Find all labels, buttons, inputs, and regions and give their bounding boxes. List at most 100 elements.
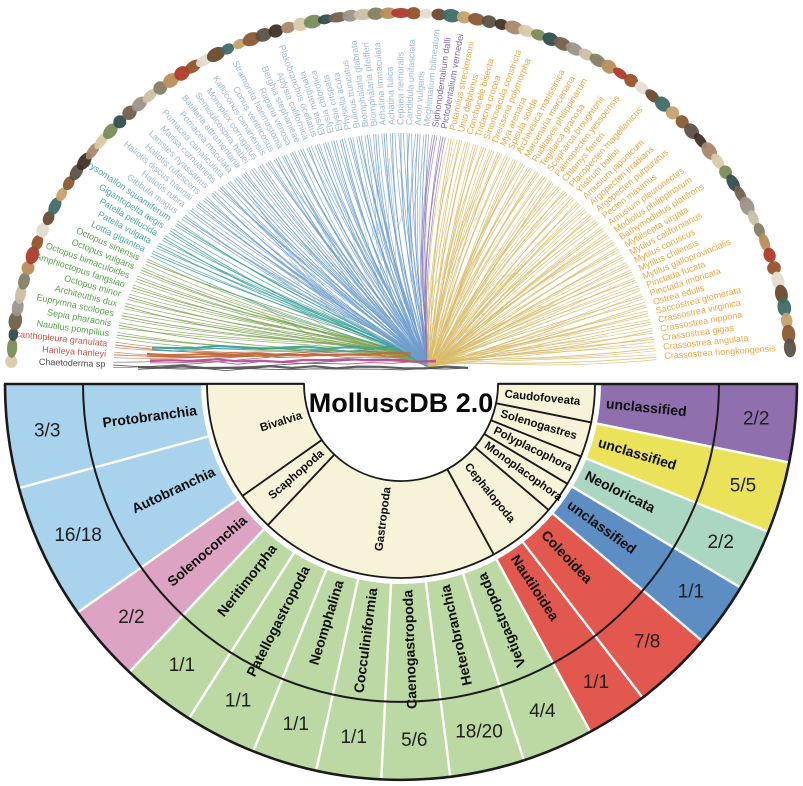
tree-branch: [427, 312, 649, 368]
tree-branch: [427, 173, 540, 368]
specimen-photo: [21, 261, 35, 275]
fan-segment-unclassified: [597, 384, 797, 463]
tree-branch: [314, 145, 429, 368]
root-band: [146, 354, 412, 358]
tree-branch: [150, 255, 429, 368]
specimen-photo: [613, 67, 628, 80]
fan-count-label: 1/1: [583, 672, 609, 693]
fan-class-caudofoveata: [495, 383, 596, 424]
specimen-photo: [518, 25, 535, 37]
fan-separator: [251, 567, 329, 753]
fan-count-label: 1/1: [678, 581, 704, 602]
fan-segment-cocculiniformia: [316, 579, 391, 780]
specimen-photo: [777, 298, 792, 317]
fan-count-label: 7/8: [634, 632, 660, 653]
tree-branch: [427, 356, 657, 368]
fan-segment-neomphalina: [253, 569, 359, 771]
fan-segment-autobranchia: [18, 436, 238, 613]
tree-branch-filler: [360, 157, 379, 240]
species-label: Achatina fulica: [385, 66, 397, 125]
specimen-photo: [268, 24, 284, 38]
tree-branch: [206, 196, 429, 368]
specimen-photo: [531, 29, 546, 41]
tree-branch: [245, 171, 429, 368]
fan-separator: [380, 581, 393, 781]
specimen-photo: [767, 261, 781, 275]
fan-separator: [494, 557, 592, 734]
species-label: Arion vulgaris: [413, 70, 427, 126]
specimen-photo: [391, 8, 411, 18]
fan-segment-unclassified: [586, 423, 790, 532]
tree-branch-filler: [278, 257, 300, 284]
fan-count-label: 5/5: [730, 475, 756, 496]
tree-branch-filler: [242, 298, 328, 335]
fan-segment-heterobranchia: [425, 574, 524, 777]
specimen-photo: [153, 81, 168, 95]
specimen-photo: [654, 96, 671, 112]
specimen-photo: [747, 210, 759, 226]
tree-branch: [141, 269, 429, 368]
specimen-photo: [221, 43, 235, 55]
fan-separator: [424, 580, 452, 779]
fan-segment-unclassified: [553, 486, 741, 642]
tree-branch: [424, 136, 444, 368]
fan-separator: [187, 550, 297, 720]
root-band: [137, 364, 469, 370]
fan-segment-caenogastropoda: [381, 582, 451, 780]
specimen-photo: [367, 7, 384, 20]
specimen-photo: [406, 7, 421, 20]
tree-branch: [119, 324, 429, 368]
tree-branch-filler: [494, 305, 565, 339]
fan-separator: [594, 422, 791, 464]
tree-branch: [427, 350, 656, 368]
specimen-photo: [759, 233, 771, 252]
tree-branch: [147, 258, 429, 368]
fan-separator: [461, 571, 526, 762]
tree-root-trunk: [137, 344, 469, 372]
specimen-photo: [6, 337, 18, 358]
fan-separator: [550, 511, 704, 643]
specimen-photo: [783, 338, 796, 358]
tree-branch: [221, 185, 429, 368]
specimen-photo: [675, 115, 689, 129]
root-band: [151, 344, 395, 351]
fan-segment-patellogastropoda: [188, 552, 327, 752]
fan-segment-label: unclassified: [605, 395, 687, 419]
specimen-photo: [565, 42, 583, 56]
fan-count-label: 2/2: [118, 607, 144, 628]
fan-separator: [570, 484, 743, 590]
specimen-photo: [8, 327, 19, 341]
tree-branch-filler: [320, 226, 341, 259]
fan-segment-neritimorpha: [129, 529, 294, 719]
fan-count-label: 4/4: [529, 701, 556, 722]
specimen-photo: [635, 81, 649, 95]
fan-separator: [17, 434, 211, 490]
fan-count-label: 18/20: [455, 721, 503, 742]
root-band: [151, 348, 395, 352]
fan-separator: [76, 497, 240, 615]
fan-count-label: 1/1: [283, 714, 309, 735]
root-band: [146, 351, 412, 357]
specimen-photo: [8, 311, 23, 331]
fan-count-label: 1/1: [169, 655, 195, 676]
tree-branch: [389, 133, 429, 368]
specimen-photo: [431, 8, 447, 21]
tree-branch: [427, 327, 653, 368]
tree-branch: [427, 153, 503, 368]
specimen-photo: [442, 9, 461, 23]
fan-outer-border: [3, 383, 799, 782]
specimen-photo: [113, 115, 127, 129]
fan-segment-neoloricata: [572, 458, 769, 588]
specimen-photo: [56, 187, 68, 202]
fan-segment-coleoidea: [523, 513, 703, 698]
specimen-photo: [303, 14, 322, 29]
fan-separator: [314, 577, 360, 773]
specimen-photo: [281, 21, 296, 34]
tree-branch: [188, 212, 429, 368]
specimen-photo: [419, 8, 433, 19]
figure-title: MolluscDB 2.0: [309, 388, 494, 418]
tree-branch: [377, 133, 429, 368]
species-label: Hanleya hanleyi: [42, 344, 107, 358]
